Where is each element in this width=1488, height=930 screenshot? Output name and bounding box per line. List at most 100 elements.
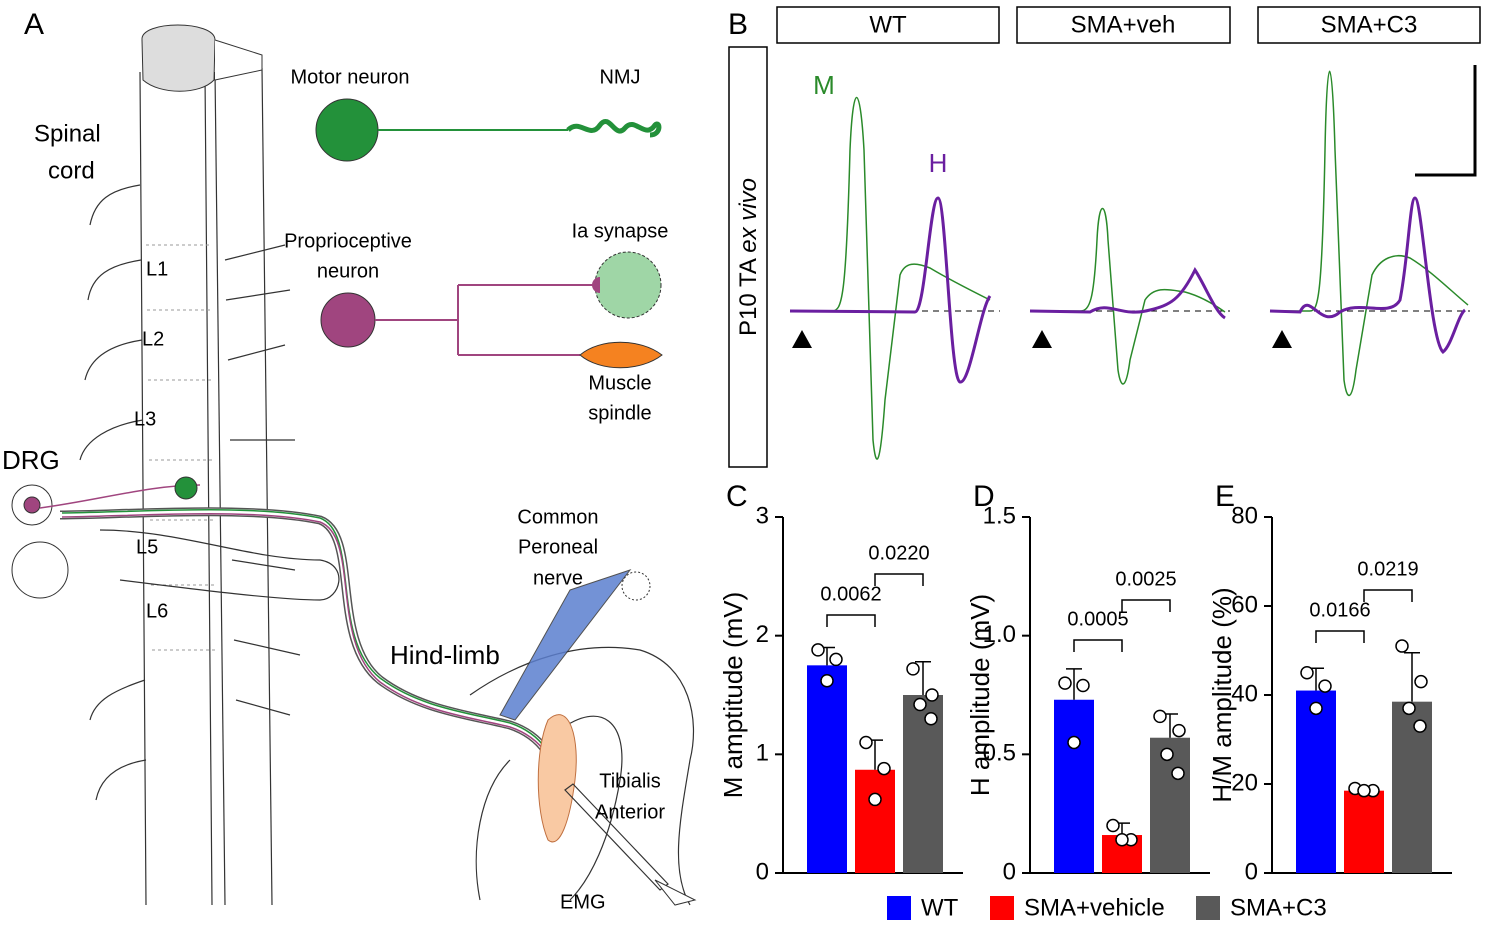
motor-neuron-icon bbox=[315, 98, 379, 162]
nerve-root bbox=[79, 184, 147, 801]
bar bbox=[855, 769, 895, 873]
data-point bbox=[877, 761, 891, 776]
data-point bbox=[868, 792, 882, 807]
data-point bbox=[1414, 674, 1428, 689]
data-point bbox=[913, 697, 927, 712]
data-point bbox=[1153, 709, 1167, 724]
segment-line bbox=[146, 244, 217, 651]
label: NMJ bbox=[599, 66, 640, 88]
data-point bbox=[1106, 818, 1120, 833]
axon bbox=[375, 284, 598, 356]
data-point bbox=[820, 674, 834, 688]
y-label-part: ex vivo bbox=[735, 178, 762, 253]
panel-label: B bbox=[728, 8, 748, 41]
nerve bbox=[99, 529, 340, 601]
bar bbox=[807, 665, 847, 873]
p-value: 0.0062 bbox=[820, 583, 881, 605]
h-label: H bbox=[929, 148, 948, 178]
data-point bbox=[1395, 639, 1409, 653]
data-point bbox=[906, 662, 920, 676]
condition-label: SMA+C3 bbox=[1321, 11, 1418, 38]
y-tick-label: 0.5 bbox=[983, 740, 1016, 767]
nerve-root bbox=[224, 244, 301, 716]
cord-section bbox=[214, 39, 263, 81]
condition-label: SMA+veh bbox=[1071, 11, 1176, 38]
segment-label: L2 bbox=[142, 328, 164, 350]
nmj-icon bbox=[566, 119, 662, 138]
y-tick-label: 1 bbox=[756, 740, 769, 767]
data-point bbox=[1318, 679, 1332, 693]
stim-arrow bbox=[792, 330, 1292, 348]
condition-box bbox=[1016, 6, 1231, 44]
bar bbox=[1344, 790, 1384, 873]
y-label-box bbox=[728, 46, 768, 468]
panel-label: E bbox=[1215, 480, 1235, 513]
m-label: M bbox=[813, 70, 835, 100]
y-tick-label: 0 bbox=[756, 858, 769, 885]
stimulator bbox=[621, 571, 651, 601]
y-tick-label: 0 bbox=[1245, 858, 1258, 885]
comparison-bracket bbox=[1121, 599, 1171, 612]
h-trace bbox=[1029, 267, 1226, 320]
y-tick-label: 20 bbox=[1231, 769, 1258, 796]
y-tick-label: 1.5 bbox=[983, 502, 1016, 529]
proprioceptive-icon bbox=[320, 292, 376, 348]
panel-label: C bbox=[726, 480, 748, 513]
error-bar bbox=[915, 661, 931, 695]
data-point bbox=[1067, 735, 1081, 750]
y-axis-label: M amptitude (mV) bbox=[718, 592, 748, 799]
bar bbox=[1054, 699, 1094, 873]
synapse-bouton bbox=[592, 277, 600, 293]
panel-label: D bbox=[973, 480, 995, 513]
p-value: 0.0220 bbox=[868, 542, 929, 564]
stim-electrode bbox=[499, 569, 632, 721]
data-point bbox=[1357, 783, 1371, 798]
data-point bbox=[1300, 666, 1314, 680]
label: Motor neuron bbox=[291, 66, 410, 88]
y-tick-label: 2 bbox=[756, 621, 769, 648]
emg-electrode bbox=[564, 783, 669, 891]
bar-charts: C M amptitude (mV) 0 1 2 3 0.0062 0.0220 D H ampl… bbox=[718, 480, 1452, 921]
panel-a: A Spinal cord L1 L2 L3 L5 L6 DRG Motor n… bbox=[2, 8, 697, 913]
cord-outline bbox=[139, 67, 273, 906]
legend-swatch bbox=[887, 896, 911, 920]
y-tick-label: 80 bbox=[1231, 502, 1258, 529]
motor-neuron-cell bbox=[174, 476, 198, 500]
legend-swatch bbox=[1196, 896, 1220, 920]
y-tick-label: 0 bbox=[1003, 858, 1016, 885]
h-trace bbox=[1269, 196, 1467, 354]
comparison-bracket bbox=[1073, 639, 1123, 652]
segment-label: L5 bbox=[136, 536, 158, 558]
data-point bbox=[1160, 747, 1174, 762]
label: EMG bbox=[560, 891, 606, 913]
y-axis-label: H amplitude (mV) bbox=[965, 594, 995, 796]
drg-cell bbox=[23, 496, 41, 514]
spindle-icon bbox=[579, 341, 663, 369]
y-tick-label: 3 bbox=[756, 502, 769, 529]
comparison-bracket bbox=[826, 614, 876, 627]
label: Spinal bbox=[34, 120, 101, 147]
y-label-part: P10 TA bbox=[735, 253, 762, 336]
p-value: 0.0005 bbox=[1067, 608, 1128, 630]
error-bar bbox=[1404, 651, 1420, 702]
p-value: 0.0166 bbox=[1309, 599, 1370, 621]
label: Muscle bbox=[588, 372, 651, 394]
legend-label: SMA+vehicle bbox=[1024, 894, 1165, 921]
label: DRG bbox=[2, 445, 60, 475]
segment-label: L6 bbox=[146, 600, 168, 622]
emg-arrow bbox=[654, 879, 697, 906]
label: nerve bbox=[533, 567, 583, 589]
data-point bbox=[1076, 678, 1090, 693]
m-trace bbox=[1030, 207, 1226, 385]
label: Hind-limb bbox=[390, 640, 500, 670]
label: neuron bbox=[317, 260, 379, 282]
data-point bbox=[859, 735, 873, 750]
data-point bbox=[1402, 701, 1416, 716]
p-value: 0.0025 bbox=[1115, 568, 1176, 590]
label: Common bbox=[517, 506, 598, 528]
muscle bbox=[537, 714, 577, 843]
m-trace bbox=[790, 97, 991, 460]
error-bar bbox=[1066, 668, 1082, 700]
y-tick-label: 1.0 bbox=[983, 621, 1016, 648]
